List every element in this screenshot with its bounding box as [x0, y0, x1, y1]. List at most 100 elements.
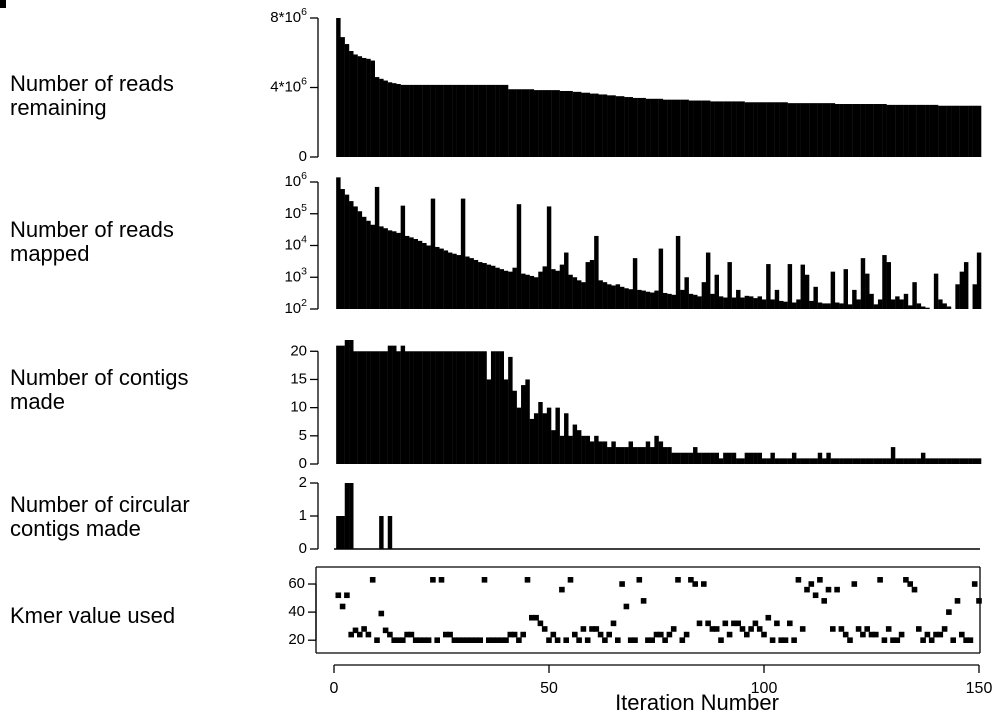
bar-circular-contigs	[387, 516, 393, 549]
scatter-point	[602, 637, 608, 643]
bar-contigs-made	[727, 452, 732, 464]
scatter-point	[421, 637, 428, 643]
scatter-point	[868, 631, 875, 638]
bar-reads-remaining	[783, 102, 788, 157]
bar-contigs-made	[895, 458, 900, 464]
bar-reads-mapped	[336, 177, 341, 309]
bar-reads-remaining	[607, 95, 612, 157]
bar-reads-remaining	[843, 104, 848, 157]
bar-reads-remaining	[654, 98, 659, 157]
scatter-point	[520, 631, 526, 638]
bar-reads-remaining	[409, 84, 414, 157]
bar-contigs-made	[899, 458, 904, 464]
scatter-point	[451, 637, 458, 643]
scatter-point	[572, 631, 578, 638]
scatter-point	[847, 637, 853, 643]
bar-reads-remaining	[817, 103, 823, 157]
scatter-point	[679, 637, 686, 643]
bar-reads-mapped	[860, 258, 866, 309]
bar-contigs-made	[482, 351, 487, 464]
bar-reads-remaining	[753, 102, 758, 157]
bar-contigs-made	[718, 458, 724, 464]
bar-reads-mapped	[882, 255, 887, 309]
bar-contigs-made	[839, 458, 844, 464]
bar-reads-remaining	[744, 102, 750, 157]
bar-reads-remaining	[525, 89, 530, 157]
bar-reads-remaining	[624, 97, 629, 157]
bar-reads-mapped	[383, 228, 388, 309]
bar-contigs-made	[830, 458, 836, 464]
y-tick-label-reads-remaining: 8*106	[270, 6, 307, 26]
scatter-point	[864, 626, 870, 632]
bar-reads-mapped	[447, 252, 453, 309]
bar-reads-remaining	[611, 95, 616, 157]
bar-contigs-made	[886, 458, 891, 464]
bar-contigs-made	[925, 458, 930, 464]
bar-reads-remaining	[430, 84, 436, 157]
bar-reads-remaining	[486, 84, 492, 157]
bar-contigs-made	[675, 452, 681, 464]
bar-reads-remaining	[559, 90, 565, 157]
bar-reads-mapped	[392, 231, 397, 309]
bar-reads-remaining	[877, 104, 883, 157]
row-label-reads-remaining: Number of reads remaining	[10, 71, 174, 120]
bar-reads-remaining	[564, 90, 569, 157]
bar-contigs-made	[912, 458, 917, 464]
bar-reads-mapped	[671, 294, 676, 309]
bar-contigs-made	[400, 345, 406, 464]
bar-contigs-made	[796, 458, 801, 464]
bar-reads-remaining	[538, 90, 543, 157]
bar-contigs-made	[392, 345, 397, 464]
scatter-point	[713, 626, 720, 632]
bar-reads-mapped	[589, 259, 595, 309]
bar-reads-mapped	[490, 265, 496, 309]
bar-contigs-made	[611, 441, 616, 464]
bar-reads-remaining	[576, 91, 582, 157]
bar-reads-mapped	[658, 248, 664, 309]
scatter-point	[774, 620, 780, 627]
bar-contigs-made	[340, 345, 345, 464]
bar-reads-remaining	[779, 102, 784, 157]
bar-reads-mapped	[804, 274, 810, 309]
bar-reads-mapped	[675, 235, 681, 309]
scatter-point	[640, 598, 647, 604]
scatter-point	[855, 626, 862, 632]
bar-contigs-made	[555, 407, 560, 464]
bar-reads-mapped	[344, 194, 350, 309]
bar-contigs-made	[920, 452, 926, 464]
bar-reads-mapped	[774, 289, 780, 309]
bar-reads-mapped	[731, 297, 737, 309]
bar-reads-mapped	[834, 302, 840, 309]
bar-reads-mapped	[435, 246, 440, 309]
bar-reads-mapped	[701, 282, 707, 309]
bar-reads-remaining	[615, 96, 621, 157]
bar-reads-remaining	[555, 90, 560, 157]
bar-reads-remaining	[667, 99, 672, 157]
bar-contigs-made	[761, 458, 767, 464]
bar-reads-remaining	[813, 103, 818, 157]
scatter-point	[460, 637, 466, 643]
bar-contigs-made	[933, 458, 939, 464]
bar-reads-mapped	[473, 259, 479, 309]
bar-contigs-made	[598, 441, 603, 464]
bar-reads-mapped	[903, 293, 909, 309]
y-tick-label-circular-contigs: 1	[299, 507, 307, 524]
bar-reads-remaining	[727, 101, 732, 157]
bar-contigs-made	[654, 435, 659, 464]
bar-reads-remaining	[942, 105, 947, 157]
scatter-point	[885, 626, 892, 632]
bar-reads-remaining	[933, 104, 939, 158]
bar-reads-mapped	[959, 271, 965, 309]
bar-reads-remaining	[662, 99, 668, 157]
bar-reads-remaining	[478, 84, 483, 157]
bar-reads-mapped	[744, 295, 750, 309]
bar-contigs-made	[525, 379, 530, 464]
bar-contigs-made	[486, 379, 492, 464]
scatter-point	[559, 586, 565, 593]
scatter-point	[395, 637, 402, 643]
scatter-point	[464, 637, 471, 643]
bar-reads-remaining	[619, 96, 625, 157]
bar-circular-contigs	[379, 516, 384, 549]
y-tick-label-reads-mapped: 105	[284, 202, 307, 222]
